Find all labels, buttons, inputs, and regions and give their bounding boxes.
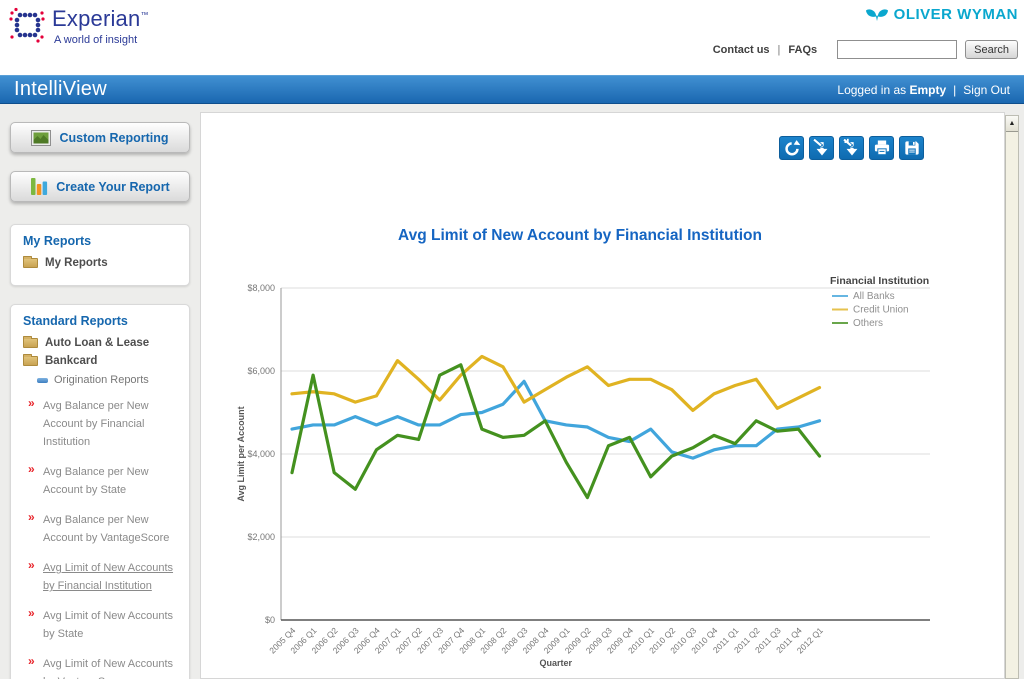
report-link-label: Avg Balance per New Account by Financial… [43, 400, 149, 448]
username: Empty [909, 82, 947, 97]
subfolder-icon [37, 377, 48, 383]
origination-reports-node[interactable]: Origination Reports [11, 370, 189, 390]
report-image-icon [31, 129, 52, 146]
x-axis-title: Quarter [539, 658, 572, 668]
folder-label: Auto Loan & Lease [45, 337, 150, 349]
legend-label: Others [853, 318, 883, 329]
trademark: ™ [140, 10, 149, 20]
report-link-label: Avg Limit of New Accounts by Financial I… [43, 562, 174, 592]
chevron-icon: » [28, 462, 35, 476]
chevron-icon: » [28, 606, 35, 620]
save-icon [904, 141, 919, 155]
brand-tagline: A world of insight [54, 34, 138, 46]
contact-us-link[interactable]: Contact us [712, 43, 770, 56]
series-line-credit-union [290, 354, 822, 413]
link-divider: | [777, 43, 781, 56]
my-reports-folder-label: My Reports [45, 257, 108, 269]
report-link-label: Avg Balance per New Account by State [43, 466, 149, 496]
report-link[interactable]: » Avg Limit of New Accounts by Financial … [28, 558, 183, 594]
folder-icon [23, 354, 38, 366]
export-image-button[interactable] [809, 136, 834, 160]
oliver-wyman-logo: OLIVER WYMAN [865, 6, 1018, 23]
report-link[interactable]: » Avg Limit of New Accounts by State [28, 606, 183, 642]
search-button[interactable]: Search [965, 40, 1018, 59]
my-reports-title: My Reports [23, 234, 92, 248]
my-reports-folder[interactable]: My Reports [11, 254, 189, 272]
series-line-others [290, 363, 822, 500]
chevron-icon: » [28, 654, 35, 668]
app-title: IntelliView [14, 78, 107, 100]
standard-reports-title: Standard Reports [23, 314, 128, 328]
top-header: Experian™ A world of insight OLIVER WYMA… [0, 0, 1024, 75]
legend-title: Financial Institution [830, 275, 929, 287]
chevron-icon: » [28, 396, 35, 410]
report-link[interactable]: » Avg Balance per New Account by VantageS… [28, 510, 183, 546]
sign-out-link[interactable]: Sign Out [963, 82, 1010, 97]
custom-reporting-button[interactable]: Custom Reporting [10, 122, 190, 153]
refresh-icon [784, 140, 800, 156]
report-list: » Avg Balance per New Account by Financia… [11, 390, 189, 679]
chart-title: Avg Limit of New Account by Financial In… [398, 227, 762, 244]
export-image-icon [811, 138, 827, 156]
standard-reports-panel: Standard Reports Auto Loan & Lease Bankc… [10, 304, 190, 679]
experian-logo: Experian™ A world of insight [8, 6, 149, 46]
y-tick-label: $4,000 [247, 449, 275, 459]
folder-icon [23, 256, 38, 268]
chart-toolbar [779, 136, 924, 160]
faqs-link[interactable]: FAQs [788, 43, 818, 56]
custom-reporting-label: Custom Reporting [59, 130, 169, 145]
legend-label: Credit Union [853, 305, 909, 316]
save-button[interactable] [899, 136, 924, 160]
create-your-report-button[interactable]: Create Your Report [10, 171, 190, 202]
folder-icon [23, 336, 38, 348]
origination-reports-label: Origination Reports [54, 374, 149, 386]
appbar-divider: | [953, 82, 957, 97]
y-tick-label: $0 [265, 615, 275, 625]
print-button[interactable] [869, 136, 894, 160]
folder-bankcard[interactable]: Bankcard [11, 352, 189, 370]
scroll-up-button[interactable]: ▲ [1006, 116, 1018, 132]
report-link[interactable]: » Avg Balance per New Account by State [28, 462, 183, 498]
refresh-button[interactable] [779, 136, 804, 160]
report-link[interactable]: » Avg Balance per New Account by Financia… [28, 396, 183, 450]
print-icon [874, 140, 889, 156]
legend-label: All Banks [853, 291, 895, 302]
report-link[interactable]: » Avg Limit of New Accounts by VantageSco… [28, 654, 183, 679]
my-reports-panel: My Reports My Reports [10, 224, 190, 286]
folder-auto-loan-lease[interactable]: Auto Loan & Lease [11, 334, 189, 352]
logged-in-text: Logged in as Empty [837, 82, 947, 97]
chevron-icon: » [28, 510, 35, 524]
oliver-wyman-butterfly-icon [865, 8, 888, 21]
y-tick-label: $2,000 [247, 532, 275, 542]
folder-label: Bankcard [45, 355, 98, 367]
report-link-label: Avg Limit of New Accounts by State [43, 610, 174, 640]
create-your-report-label: Create Your Report [56, 179, 170, 194]
series-line-all-banks [290, 379, 822, 460]
y-axis-title: Avg Limit per Account [236, 406, 246, 501]
partner-name: OLIVER WYMAN [893, 6, 1018, 23]
brand-name: Experian™ [52, 6, 149, 31]
export-data-icon [841, 138, 857, 156]
y-tick-label: $6,000 [247, 366, 275, 376]
export-data-button[interactable] [839, 136, 864, 160]
report-link-label: Avg Limit of New Accounts by VantageScor… [43, 658, 174, 679]
chevron-icon: » [28, 558, 35, 572]
search-input[interactable] [837, 40, 958, 59]
report-link-label: Avg Balance per New Account by VantageSc… [43, 514, 170, 544]
vertical-scrollbar[interactable]: ▲ [1005, 115, 1019, 679]
app-bar: IntelliView Logged in as Empty | Sign Ou… [0, 75, 1024, 104]
bar-chart-icon [31, 178, 48, 195]
y-tick-label: $8,000 [247, 283, 275, 293]
experian-dots-logo-icon [9, 7, 45, 43]
